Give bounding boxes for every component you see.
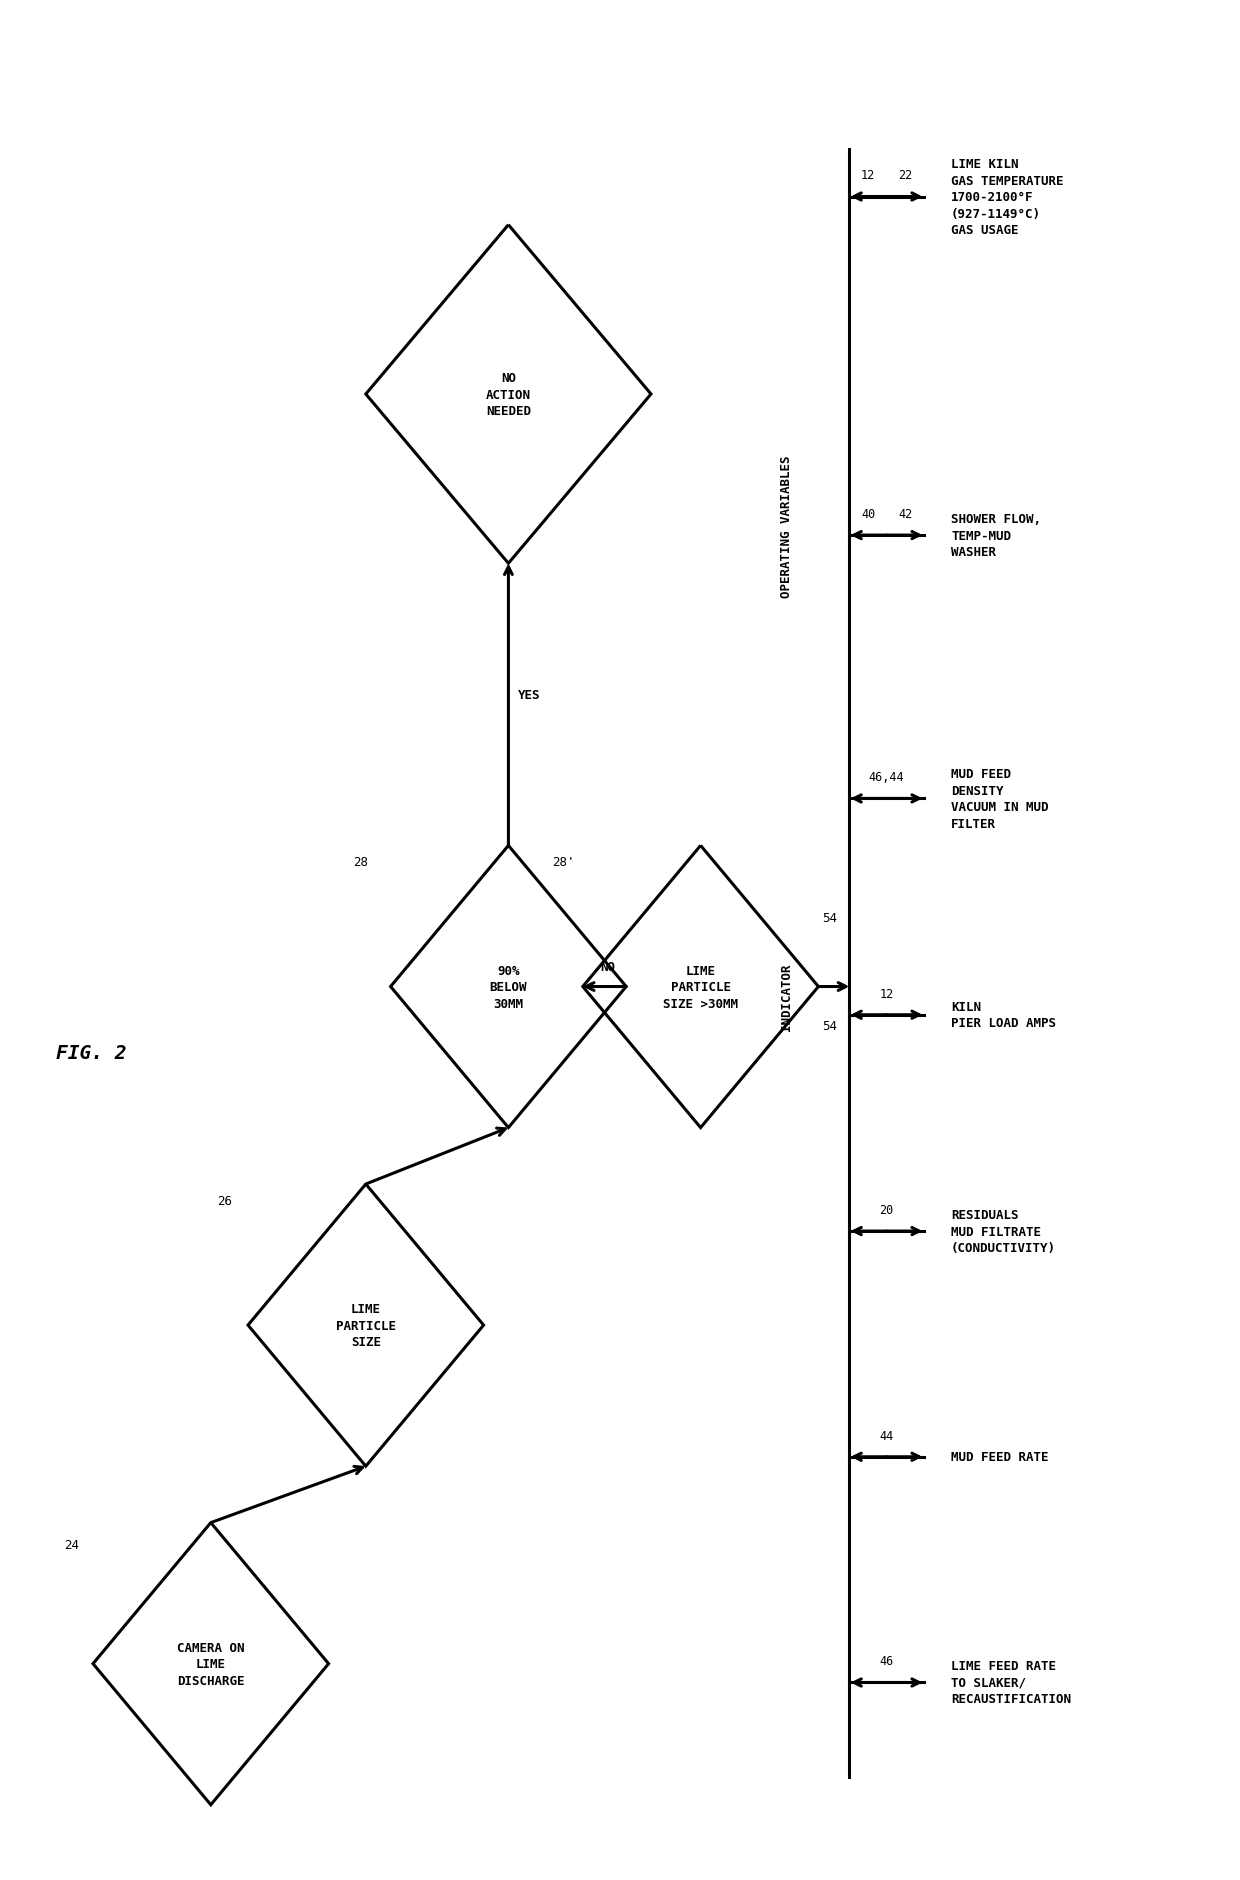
Text: 26: 26 bbox=[217, 1194, 232, 1207]
Text: 20: 20 bbox=[879, 1203, 894, 1216]
Text: 28': 28' bbox=[552, 855, 574, 869]
Text: 46,44: 46,44 bbox=[869, 771, 904, 784]
Text: 24: 24 bbox=[64, 1538, 79, 1551]
Text: RESIDUALS
MUD FILTRATE
(CONDUCTIVITY): RESIDUALS MUD FILTRATE (CONDUCTIVITY) bbox=[951, 1209, 1056, 1254]
Text: 40: 40 bbox=[861, 508, 875, 521]
Text: INDICATOR: INDICATOR bbox=[780, 963, 792, 1030]
Text: 44: 44 bbox=[879, 1429, 894, 1442]
Text: MUD FEED RATE: MUD FEED RATE bbox=[951, 1451, 1049, 1463]
Text: MUD FEED
DENSITY
VACUUM IN MUD
FILTER: MUD FEED DENSITY VACUUM IN MUD FILTER bbox=[951, 767, 1049, 831]
Text: 12: 12 bbox=[879, 987, 894, 1000]
Text: KILN
PIER LOAD AMPS: KILN PIER LOAD AMPS bbox=[951, 1000, 1056, 1030]
Text: NO
ACTION
NEEDED: NO ACTION NEEDED bbox=[486, 372, 531, 417]
Text: 54: 54 bbox=[822, 912, 837, 925]
Text: 54: 54 bbox=[822, 1019, 837, 1032]
Text: 28: 28 bbox=[353, 855, 368, 869]
Text: YES: YES bbox=[518, 690, 541, 701]
Text: LIME KILN
GAS TEMPERATURE
1700-2100°F
(927-1149°C)
GAS USAGE: LIME KILN GAS TEMPERATURE 1700-2100°F (9… bbox=[951, 158, 1064, 237]
Text: LIME
PARTICLE
SIZE >30MM: LIME PARTICLE SIZE >30MM bbox=[663, 964, 738, 1010]
Text: FIG. 2: FIG. 2 bbox=[56, 1043, 126, 1062]
Text: LIME FEED RATE
TO SLAKER/
RECAUSTIFICATION: LIME FEED RATE TO SLAKER/ RECAUSTIFICATI… bbox=[951, 1660, 1071, 1705]
Text: 90%
BELOW
30MM: 90% BELOW 30MM bbox=[490, 964, 527, 1010]
Text: OPERATING VARIABLES: OPERATING VARIABLES bbox=[780, 455, 792, 598]
Text: 22: 22 bbox=[898, 169, 913, 182]
Text: 42: 42 bbox=[898, 508, 913, 521]
Text: SHOWER FLOW,
TEMP-MUD
WASHER: SHOWER FLOW, TEMP-MUD WASHER bbox=[951, 513, 1042, 558]
Text: 46: 46 bbox=[879, 1654, 894, 1668]
Text: LIME
PARTICLE
SIZE: LIME PARTICLE SIZE bbox=[336, 1303, 396, 1348]
Text: NO: NO bbox=[600, 961, 615, 974]
Text: CAMERA ON
LIME
DISCHARGE: CAMERA ON LIME DISCHARGE bbox=[177, 1641, 244, 1686]
Text: 12: 12 bbox=[861, 169, 875, 182]
